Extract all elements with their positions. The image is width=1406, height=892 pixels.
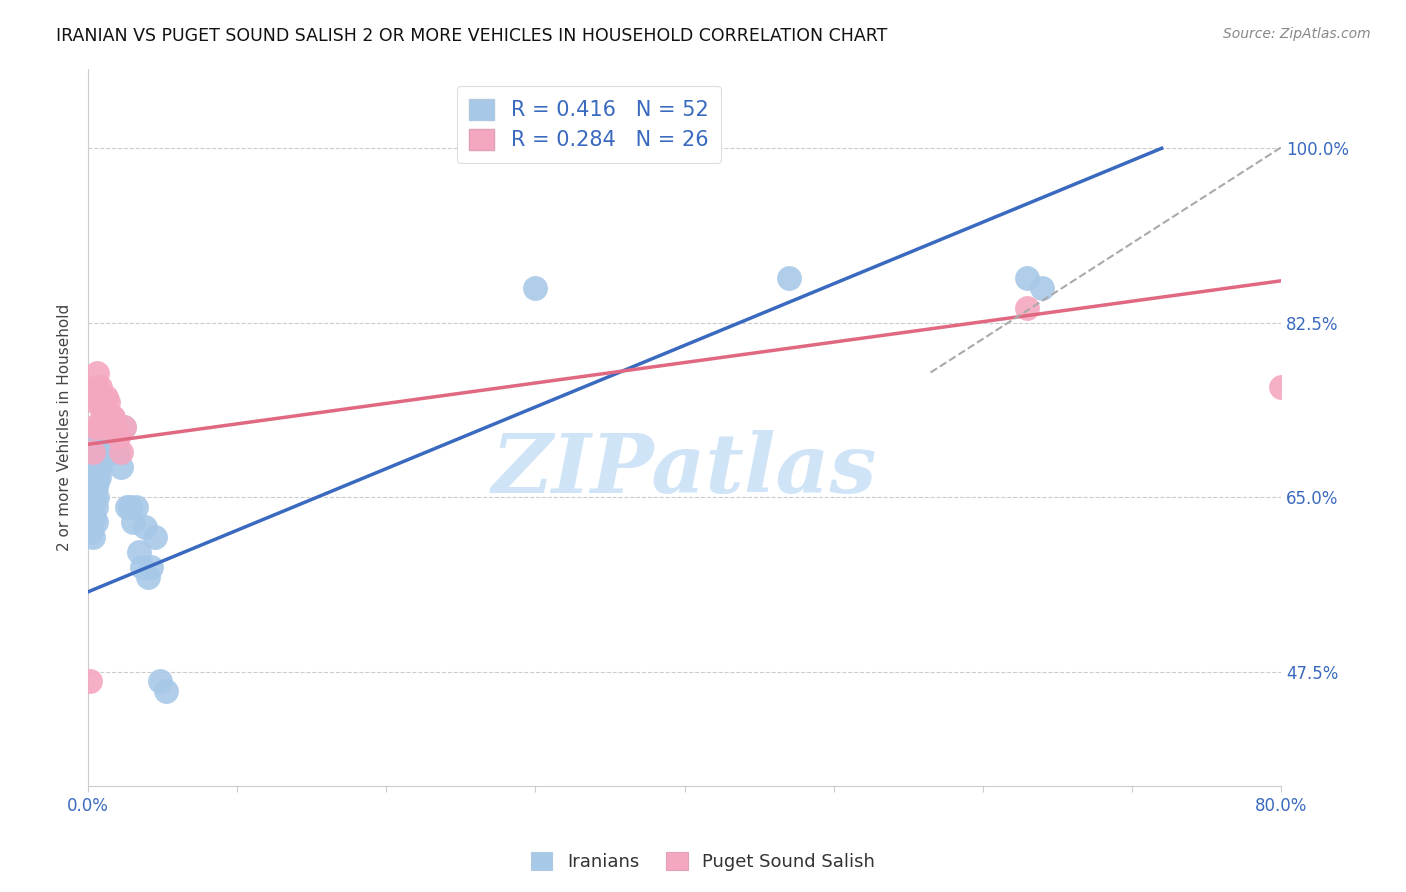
Point [125, 500, 148, 514]
Point [89, 445, 111, 459]
Point [110, 460, 132, 475]
Point [90, 430, 112, 444]
Point [98, 445, 121, 459]
Point [1017, 301, 1039, 315]
Point [83, 510, 105, 524]
Point [115, 500, 138, 514]
Y-axis label: 2 or more Vehicles in Household: 2 or more Vehicles in Household [58, 303, 72, 551]
Point [91, 410, 114, 425]
Point [91, 430, 114, 444]
Point [84, 480, 107, 494]
Point [83, 420, 105, 434]
Text: Source: ZipAtlas.com: Source: ZipAtlas.com [1223, 27, 1371, 41]
Point [94, 410, 117, 425]
Point [89, 430, 111, 444]
Point [105, 445, 128, 459]
Point [112, 420, 135, 434]
Point [103, 410, 125, 425]
Point [90, 445, 112, 459]
Point [1017, 270, 1039, 285]
Point [94, 440, 117, 454]
Point [82, 445, 104, 459]
Point [149, 674, 172, 689]
Point [143, 530, 166, 544]
Point [107, 445, 129, 459]
Point [101, 445, 124, 459]
Point [90, 415, 112, 429]
Point [86, 460, 108, 475]
Point [110, 445, 132, 459]
Point [82, 510, 104, 524]
Point [122, 515, 145, 529]
Point [96, 445, 118, 459]
Point [93, 410, 115, 425]
Point [80, 524, 103, 539]
Point [131, 560, 153, 574]
Point [84, 515, 107, 529]
Point [90, 410, 112, 425]
Point [93, 440, 115, 454]
Point [98, 410, 121, 425]
Point [86, 366, 108, 380]
Point [1270, 380, 1292, 394]
Point [83, 490, 105, 504]
Point [89, 380, 111, 394]
Text: IRANIAN VS PUGET SOUND SALISH 2 OR MORE VEHICLES IN HOUSEHOLD CORRELATION CHART: IRANIAN VS PUGET SOUND SALISH 2 OR MORE … [56, 27, 887, 45]
Point [112, 420, 135, 434]
Point [155, 684, 177, 698]
Point [101, 410, 124, 425]
Point [104, 420, 127, 434]
Point [100, 420, 122, 434]
Point [87, 470, 110, 484]
Point [134, 520, 156, 534]
Text: ZIPatlas: ZIPatlas [492, 430, 877, 510]
Point [86, 380, 108, 394]
Point [82, 530, 104, 544]
Point [84, 500, 107, 514]
Point [96, 395, 118, 409]
Point [91, 420, 114, 434]
Point [118, 500, 141, 514]
Point [87, 420, 110, 434]
Point [103, 430, 125, 444]
Point [128, 545, 150, 559]
Point [104, 440, 127, 454]
Point [89, 460, 111, 475]
Legend: R = 0.416   N = 52, R = 0.284   N = 26: R = 0.416 N = 52, R = 0.284 N = 26 [457, 87, 721, 163]
Point [136, 570, 159, 584]
Point [86, 475, 108, 490]
Point [139, 560, 162, 574]
Point [90, 395, 112, 409]
Point [100, 430, 122, 444]
Point [87, 445, 110, 459]
Point [94, 391, 117, 405]
Point [91, 445, 114, 459]
Point [94, 420, 117, 434]
Point [86, 490, 108, 504]
Point [778, 270, 800, 285]
Point [87, 395, 110, 409]
Point [93, 425, 115, 440]
Point [79, 674, 101, 689]
Point [524, 281, 547, 295]
Point [107, 430, 129, 444]
Legend: Iranians, Puget Sound Salish: Iranians, Puget Sound Salish [523, 845, 883, 879]
Point [1031, 281, 1053, 295]
Point [84, 395, 107, 409]
